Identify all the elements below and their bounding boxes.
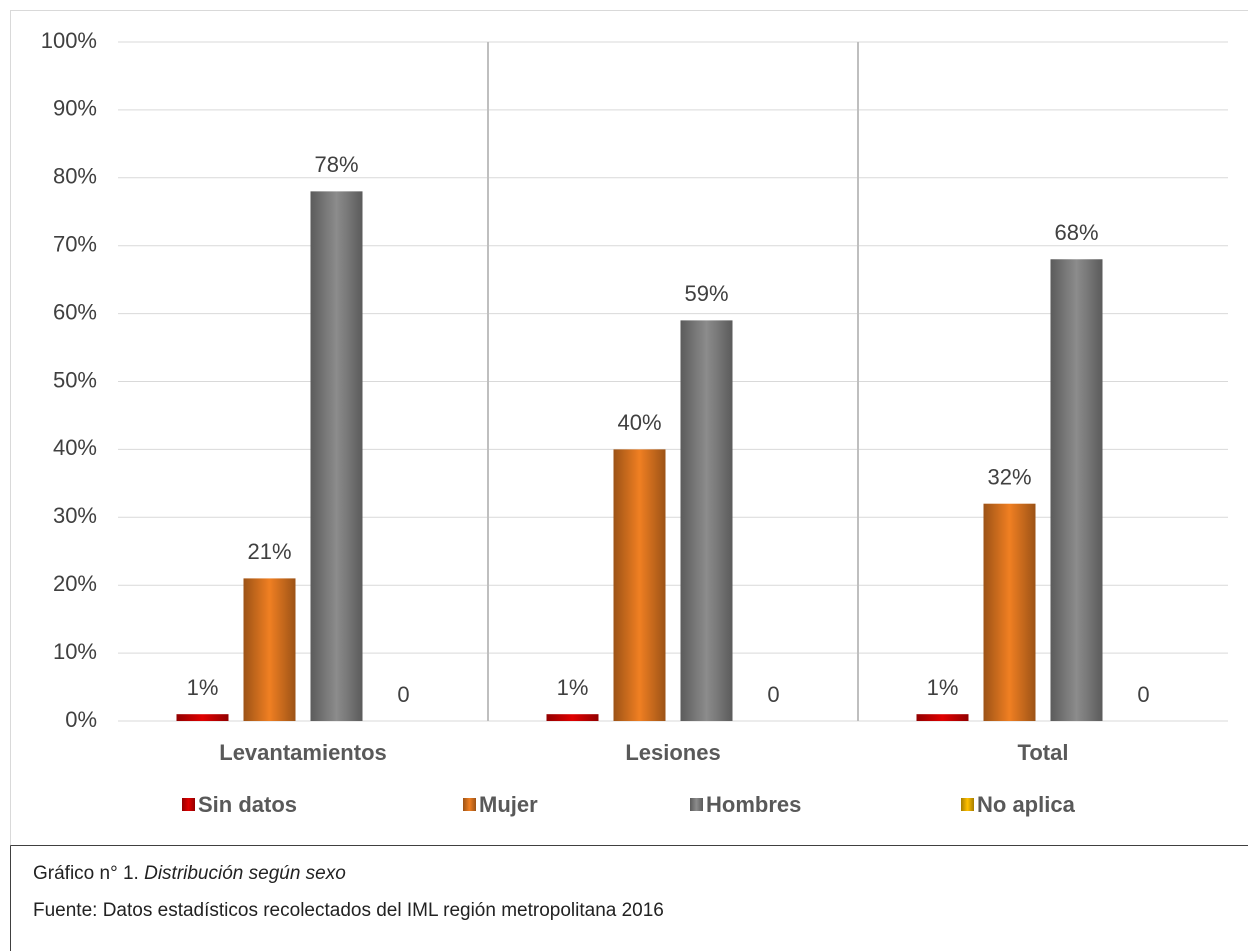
y-tick-label: 20%	[53, 571, 97, 596]
caption-prefix: Gráfico n° 1.	[33, 863, 139, 884]
bar-shade	[1050, 259, 1103, 721]
x-tick-label: Levantamientos	[219, 740, 387, 765]
data-label: 59%	[684, 281, 728, 306]
caption-source: Fuente: Datos estadísticos recolectados …	[33, 900, 664, 921]
bar-shade	[613, 449, 666, 721]
bar-shade	[546, 714, 599, 721]
legend-label: Mujer	[479, 792, 538, 817]
data-label: 0	[767, 682, 779, 707]
data-label: 68%	[1054, 220, 1098, 245]
y-tick-label: 70%	[53, 232, 97, 257]
bar-shade	[680, 320, 733, 721]
bar-shade	[176, 714, 229, 721]
y-tick-label: 80%	[53, 164, 97, 189]
y-tick-label: 60%	[53, 299, 97, 324]
y-tick-label: 100%	[41, 28, 97, 53]
caption: Gráfico n° 1. Distribución según sexo	[33, 863, 346, 884]
data-label: 40%	[617, 410, 661, 435]
legend-swatch-shade	[182, 798, 195, 811]
bar-shade	[243, 578, 296, 721]
caption-title: Distribución según sexo	[144, 863, 346, 884]
x-tick-label: Lesiones	[625, 740, 720, 765]
data-label: 1%	[557, 675, 589, 700]
data-label: 0	[397, 682, 409, 707]
legend-label: Sin datos	[198, 792, 297, 817]
y-tick-label: 90%	[53, 96, 97, 121]
data-label: 0	[1137, 682, 1149, 707]
bar-shade	[916, 714, 969, 721]
legend-label: No aplica	[977, 792, 1076, 817]
data-label: 21%	[247, 539, 291, 564]
legend-label: Hombres	[706, 792, 801, 817]
legend-swatch-shade	[690, 798, 703, 811]
data-label: 78%	[314, 152, 358, 177]
legend-swatch-shade	[463, 798, 476, 811]
bar-shade	[310, 191, 363, 721]
y-tick-label: 40%	[53, 435, 97, 460]
y-tick-label: 0%	[65, 707, 97, 732]
y-tick-label: 50%	[53, 367, 97, 392]
bar-shade	[983, 503, 1036, 721]
data-label: 1%	[187, 675, 219, 700]
data-label: 32%	[987, 465, 1031, 490]
legend-swatch-shade	[961, 798, 974, 811]
y-tick-label: 30%	[53, 503, 97, 528]
x-tick-label: Total	[1018, 740, 1069, 765]
data-label: 1%	[927, 675, 959, 700]
y-tick-label: 10%	[53, 639, 97, 664]
